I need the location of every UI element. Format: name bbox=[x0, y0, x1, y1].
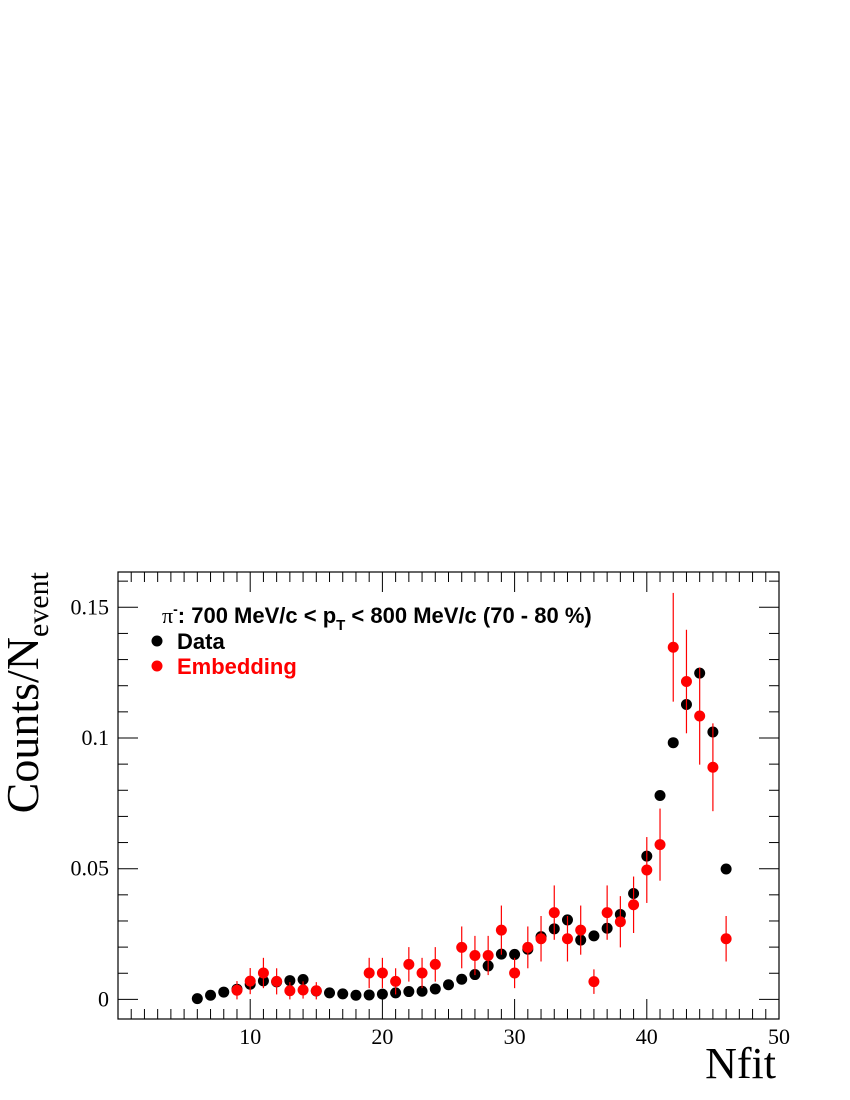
embedding-point bbox=[628, 899, 640, 911]
data-point bbox=[191, 993, 203, 1005]
embedding-point bbox=[522, 941, 534, 953]
axis-ticks bbox=[118, 572, 780, 1019]
data-point bbox=[509, 948, 521, 960]
legend-marker bbox=[151, 660, 163, 672]
embedding-point bbox=[667, 641, 679, 653]
data-point bbox=[205, 989, 217, 1001]
embedding-point bbox=[509, 967, 521, 979]
embedding-point bbox=[403, 958, 415, 970]
x-axis-title: Nfit bbox=[705, 1039, 776, 1088]
embedding-point bbox=[561, 933, 573, 945]
x-tick-label: 10 bbox=[239, 1024, 261, 1049]
x-tick-label: 20 bbox=[371, 1024, 393, 1049]
data-point bbox=[456, 973, 468, 985]
embedding-point bbox=[614, 916, 626, 928]
data-point bbox=[588, 930, 600, 942]
embedding-point bbox=[482, 949, 494, 961]
legend: π-: 700 MeV/c < pT < 800 MeV/c (70 - 80 … bbox=[151, 601, 592, 679]
embedding-point bbox=[284, 985, 296, 997]
data-point bbox=[337, 988, 349, 1000]
data-point bbox=[720, 863, 732, 875]
data-point bbox=[443, 979, 454, 991]
annotation-range-end: < 800 MeV/c (70 - 80 %) bbox=[345, 603, 591, 628]
embedding-point bbox=[231, 984, 243, 996]
data-point bbox=[654, 790, 666, 801]
y-tick-label: 0 bbox=[98, 986, 109, 1011]
embedding-point bbox=[376, 967, 388, 979]
embedding-point bbox=[535, 933, 547, 945]
data-point bbox=[429, 983, 441, 995]
embedding-point bbox=[456, 941, 468, 953]
embedding-point bbox=[310, 985, 322, 997]
embedding-point bbox=[548, 907, 560, 919]
y-tick-label: 0.05 bbox=[71, 856, 110, 881]
data-point bbox=[350, 989, 362, 1001]
x-tick-label: 30 bbox=[504, 1024, 526, 1049]
x-tick-label: 50 bbox=[768, 1024, 790, 1049]
annotation-subscript: T bbox=[336, 617, 345, 634]
embedding-point bbox=[257, 967, 269, 979]
y-tick-label: 0.1 bbox=[82, 725, 110, 750]
embedding-point bbox=[271, 975, 283, 987]
data-point bbox=[376, 988, 388, 1000]
data-point bbox=[324, 987, 336, 999]
legend-label: Embedding bbox=[177, 654, 297, 679]
embedding-point bbox=[680, 676, 692, 688]
y-tick-label: 0.15 bbox=[71, 594, 110, 619]
x-tick-label: 40 bbox=[636, 1024, 658, 1049]
embedding-point bbox=[495, 924, 507, 936]
annotation-range-start: : 700 MeV/c < p bbox=[178, 603, 336, 628]
data-point bbox=[218, 986, 230, 998]
annotation-charge: - bbox=[173, 601, 178, 617]
embedding-point bbox=[416, 967, 428, 979]
embedding-point bbox=[641, 864, 653, 876]
embedding-point bbox=[297, 984, 309, 996]
embedding-point bbox=[654, 839, 666, 851]
y-axis-title-main: Counts/N bbox=[0, 637, 48, 813]
embedding-point bbox=[469, 949, 481, 961]
embedding-point bbox=[390, 975, 402, 987]
embedding-point bbox=[363, 967, 375, 979]
embedding-point bbox=[707, 761, 719, 773]
y-axis-title-subscript: event bbox=[22, 571, 55, 637]
embedding-point bbox=[429, 958, 441, 970]
embedding-point bbox=[244, 975, 256, 987]
embedding-point bbox=[720, 933, 732, 945]
data-point bbox=[416, 985, 428, 997]
embedding-point bbox=[588, 976, 600, 988]
data-point bbox=[284, 975, 296, 987]
embedding-point bbox=[694, 710, 706, 722]
y-axis-title: Counts/Nevent bbox=[0, 571, 55, 813]
legend-label: Data bbox=[177, 629, 225, 654]
chart-annotation: π-: 700 MeV/c < pT < 800 MeV/c (70 - 80 … bbox=[162, 601, 592, 634]
data-markers bbox=[191, 592, 732, 1005]
embedding-point bbox=[601, 907, 613, 919]
data-point bbox=[363, 989, 375, 1001]
data-point bbox=[403, 986, 415, 998]
data-point bbox=[297, 974, 309, 986]
axis-labels: 10 20 30 40 50 0 0.05 0.1 0.15 Nfit Counts/Nevent bbox=[0, 571, 790, 1088]
data-point bbox=[667, 737, 679, 749]
annotation-particle: π bbox=[162, 603, 173, 628]
legend-marker bbox=[151, 635, 163, 647]
embedding-point bbox=[575, 924, 587, 936]
